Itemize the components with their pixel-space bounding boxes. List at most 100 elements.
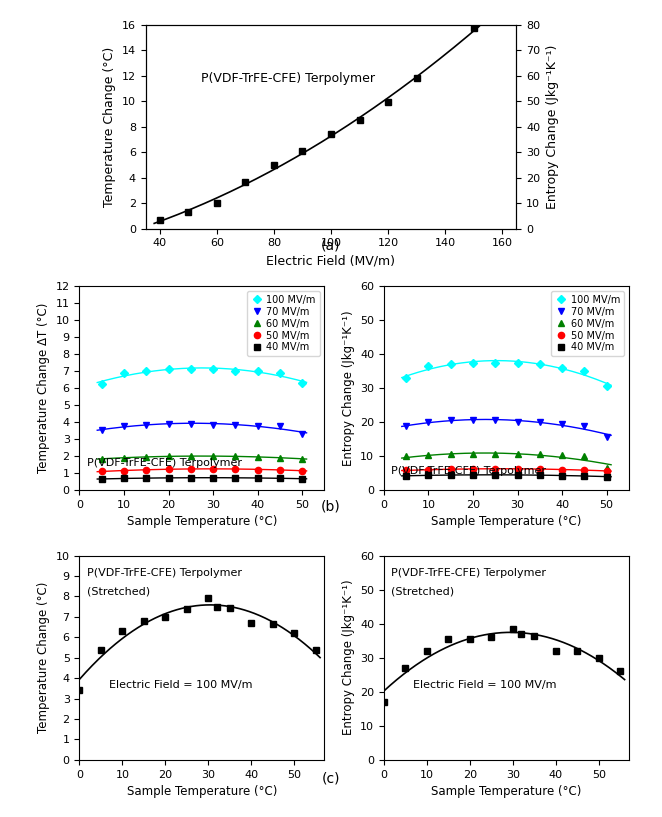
40 MV/m — [231, 473, 239, 483]
Text: P(VDF-TrFE-CFE) Terpolymer: P(VDF-TrFE-CFE) Terpolymer — [87, 568, 242, 578]
40 MV/m — [558, 471, 566, 480]
40 MV/m — [120, 473, 128, 483]
50 MV/m — [581, 465, 589, 475]
50 MV/m — [120, 466, 128, 475]
Line: 40 MV/m: 40 MV/m — [99, 475, 305, 482]
100 MV/m — [98, 379, 106, 389]
60 MV/m — [558, 451, 566, 461]
60 MV/m — [402, 451, 410, 461]
Text: (a): (a) — [321, 239, 341, 252]
40 MV/m — [424, 471, 432, 480]
50 MV/m — [254, 465, 261, 475]
100 MV/m — [120, 368, 128, 377]
60 MV/m — [254, 452, 261, 462]
40 MV/m — [402, 471, 410, 480]
70 MV/m — [142, 420, 150, 430]
40 MV/m — [298, 474, 306, 484]
X-axis label: Sample Temperature (°C): Sample Temperature (°C) — [431, 785, 582, 798]
100 MV/m — [142, 366, 150, 376]
70 MV/m — [187, 419, 195, 429]
60 MV/m — [447, 449, 455, 459]
Line: 60 MV/m: 60 MV/m — [99, 453, 305, 462]
Text: (Stretched): (Stretched) — [391, 587, 454, 596]
70 MV/m — [602, 432, 610, 442]
100 MV/m — [602, 382, 610, 391]
60 MV/m — [469, 449, 477, 459]
70 MV/m — [558, 419, 566, 429]
70 MV/m — [298, 429, 306, 439]
60 MV/m — [581, 451, 589, 461]
60 MV/m — [120, 453, 128, 462]
100 MV/m — [231, 366, 239, 376]
Text: (b): (b) — [321, 500, 341, 514]
60 MV/m — [231, 451, 239, 461]
60 MV/m — [424, 451, 432, 461]
100 MV/m — [298, 378, 306, 388]
50 MV/m — [491, 464, 499, 474]
50 MV/m — [424, 465, 432, 475]
100 MV/m — [581, 366, 589, 376]
50 MV/m — [298, 466, 306, 475]
Line: 100 MV/m: 100 MV/m — [99, 366, 305, 387]
40 MV/m — [536, 471, 544, 480]
60 MV/m — [514, 449, 522, 459]
Y-axis label: Temperature Change (°C): Temperature Change (°C) — [103, 47, 117, 207]
Text: Electric Field = 100 MV/m: Electric Field = 100 MV/m — [413, 681, 557, 690]
Y-axis label: Temperature Change (°C): Temperature Change (°C) — [37, 582, 50, 734]
50 MV/m — [536, 464, 544, 474]
40 MV/m — [187, 473, 195, 483]
50 MV/m — [602, 466, 610, 475]
40 MV/m — [254, 473, 261, 483]
60 MV/m — [276, 453, 284, 462]
50 MV/m — [469, 464, 477, 474]
50 MV/m — [165, 464, 173, 474]
40 MV/m — [142, 473, 150, 483]
100 MV/m — [447, 359, 455, 369]
70 MV/m — [536, 417, 544, 427]
50 MV/m — [514, 464, 522, 474]
100 MV/m — [165, 364, 173, 374]
60 MV/m — [602, 463, 610, 473]
40 MV/m — [514, 470, 522, 480]
Legend: 100 MV/m, 70 MV/m, 60 MV/m, 50 MV/m, 40 MV/m: 100 MV/m, 70 MV/m, 60 MV/m, 50 MV/m, 40 … — [247, 291, 320, 356]
50 MV/m — [231, 464, 239, 474]
40 MV/m — [602, 471, 610, 481]
60 MV/m — [298, 453, 306, 463]
100 MV/m — [402, 373, 410, 382]
100 MV/m — [276, 368, 284, 377]
X-axis label: Electric Field (MV/m): Electric Field (MV/m) — [267, 254, 395, 267]
50 MV/m — [402, 466, 410, 475]
70 MV/m — [491, 416, 499, 426]
100 MV/m — [558, 363, 566, 373]
Line: 50 MV/m: 50 MV/m — [403, 466, 610, 474]
Text: P(VDF-TrFE-CFE) Terpolymer: P(VDF-TrFE-CFE) Terpolymer — [87, 458, 242, 467]
Y-axis label: Entropy Change (Jkg⁻¹K⁻¹): Entropy Change (Jkg⁻¹K⁻¹) — [545, 44, 559, 209]
Text: P(VDF-TrFE-CFE) Terpolymer: P(VDF-TrFE-CFE) Terpolymer — [391, 568, 546, 578]
70 MV/m — [120, 422, 128, 431]
Text: Electric Field = 100 MV/m: Electric Field = 100 MV/m — [109, 681, 252, 690]
50 MV/m — [209, 464, 217, 474]
40 MV/m — [491, 470, 499, 480]
Y-axis label: Entropy Change (Jkg⁻¹K⁻¹): Entropy Change (Jkg⁻¹K⁻¹) — [342, 310, 355, 466]
Line: 50 MV/m: 50 MV/m — [99, 466, 305, 475]
Text: P(VDF-TrFE-CFE) Terpolymer: P(VDF-TrFE-CFE) Terpolymer — [201, 72, 375, 85]
40 MV/m — [209, 473, 217, 483]
70 MV/m — [469, 416, 477, 426]
70 MV/m — [424, 417, 432, 427]
40 MV/m — [165, 473, 173, 483]
70 MV/m — [98, 425, 106, 435]
Text: (Stretched): (Stretched) — [87, 587, 150, 596]
Text: (c): (c) — [322, 772, 340, 786]
70 MV/m — [402, 421, 410, 431]
100 MV/m — [424, 361, 432, 371]
40 MV/m — [447, 470, 455, 480]
X-axis label: Sample Temperature (°C): Sample Temperature (°C) — [126, 516, 277, 529]
70 MV/m — [165, 419, 173, 429]
50 MV/m — [142, 465, 150, 475]
40 MV/m — [276, 473, 284, 483]
100 MV/m — [254, 366, 261, 376]
60 MV/m — [187, 451, 195, 461]
40 MV/m — [581, 471, 589, 480]
50 MV/m — [447, 464, 455, 474]
70 MV/m — [254, 421, 261, 431]
